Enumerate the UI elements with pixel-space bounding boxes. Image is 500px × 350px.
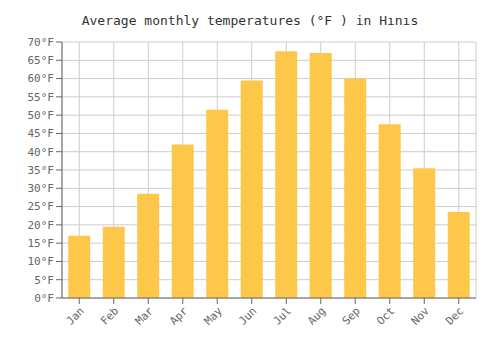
svg-text:Sep: Sep [340, 304, 363, 327]
svg-text:50°F: 50°F [28, 109, 55, 122]
svg-text:5°F: 5°F [34, 274, 54, 287]
svg-text:25°F: 25°F [28, 200, 55, 213]
svg-text:Oct: Oct [374, 304, 397, 327]
svg-text:Nov: Nov [409, 304, 433, 328]
svg-text:Jan: Jan [64, 304, 87, 327]
svg-text:60°F: 60°F [28, 72, 55, 85]
svg-text:35°F: 35°F [28, 164, 55, 177]
svg-text:Jul: Jul [271, 304, 294, 327]
svg-text:30°F: 30°F [28, 182, 55, 195]
svg-text:20°F: 20°F [28, 219, 55, 232]
svg-text:55°F: 55°F [28, 91, 55, 104]
svg-text:15°F: 15°F [28, 237, 55, 250]
svg-text:Aug: Aug [305, 304, 328, 327]
svg-text:40°F: 40°F [28, 146, 55, 159]
svg-text:Dec: Dec [443, 304, 466, 327]
svg-text:10°F: 10°F [28, 255, 55, 268]
svg-text:Mar: Mar [133, 304, 157, 328]
svg-text:May: May [202, 304, 226, 328]
html-text:Average monthly temperatures (: Average monthly temperatures (°F ) in Hı… [81, 13, 419, 28]
svg-text:Feb: Feb [98, 304, 121, 327]
svg-text:45°F: 45°F [28, 127, 55, 140]
svg-text:70°F: 70°F [28, 36, 55, 49]
svg-text:Jun: Jun [236, 304, 259, 327]
svg-text:0°F: 0°F [34, 292, 54, 305]
svg-text:Apr: Apr [167, 304, 191, 328]
svg-text:65°F: 65°F [28, 54, 55, 67]
